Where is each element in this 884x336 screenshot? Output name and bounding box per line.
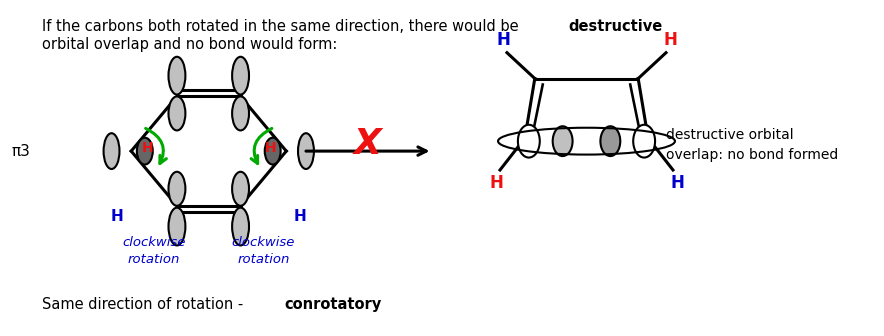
- Ellipse shape: [552, 126, 573, 156]
- Text: orbital overlap and no bond would form:: orbital overlap and no bond would form:: [42, 37, 337, 52]
- Text: H: H: [293, 209, 307, 224]
- Ellipse shape: [518, 125, 540, 158]
- Text: H: H: [496, 31, 510, 49]
- Text: X: X: [354, 127, 382, 161]
- Text: clockwise: clockwise: [232, 236, 295, 249]
- Ellipse shape: [298, 133, 314, 169]
- Ellipse shape: [600, 126, 621, 156]
- Text: H: H: [670, 174, 684, 192]
- Text: clockwise: clockwise: [122, 236, 186, 249]
- Text: Same direction of rotation -: Same direction of rotation -: [42, 297, 248, 312]
- Text: If the carbons both rotated in the same direction, there would be: If the carbons both rotated in the same …: [42, 19, 523, 34]
- Ellipse shape: [633, 125, 655, 158]
- Ellipse shape: [169, 96, 186, 130]
- Ellipse shape: [264, 138, 280, 165]
- Ellipse shape: [169, 57, 186, 94]
- Ellipse shape: [137, 138, 153, 165]
- Text: overlap: no bond formed: overlap: no bond formed: [666, 148, 838, 162]
- Text: H: H: [110, 209, 124, 224]
- Text: rotation: rotation: [237, 253, 290, 266]
- Text: destructive: destructive: [568, 19, 663, 34]
- Text: rotation: rotation: [128, 253, 180, 266]
- Text: H: H: [489, 174, 503, 192]
- Text: H: H: [264, 141, 276, 155]
- Text: destructive orbital: destructive orbital: [666, 128, 794, 142]
- FancyArrowPatch shape: [251, 128, 272, 164]
- Text: H: H: [141, 141, 153, 155]
- Ellipse shape: [103, 133, 119, 169]
- Ellipse shape: [232, 172, 249, 206]
- Text: conrotatory: conrotatory: [285, 297, 382, 312]
- Ellipse shape: [232, 208, 249, 245]
- Text: π3: π3: [11, 143, 31, 159]
- Ellipse shape: [169, 208, 186, 245]
- Ellipse shape: [232, 57, 249, 94]
- FancyArrowPatch shape: [146, 128, 166, 164]
- Ellipse shape: [232, 96, 249, 130]
- Ellipse shape: [169, 172, 186, 206]
- Text: H: H: [663, 31, 677, 49]
